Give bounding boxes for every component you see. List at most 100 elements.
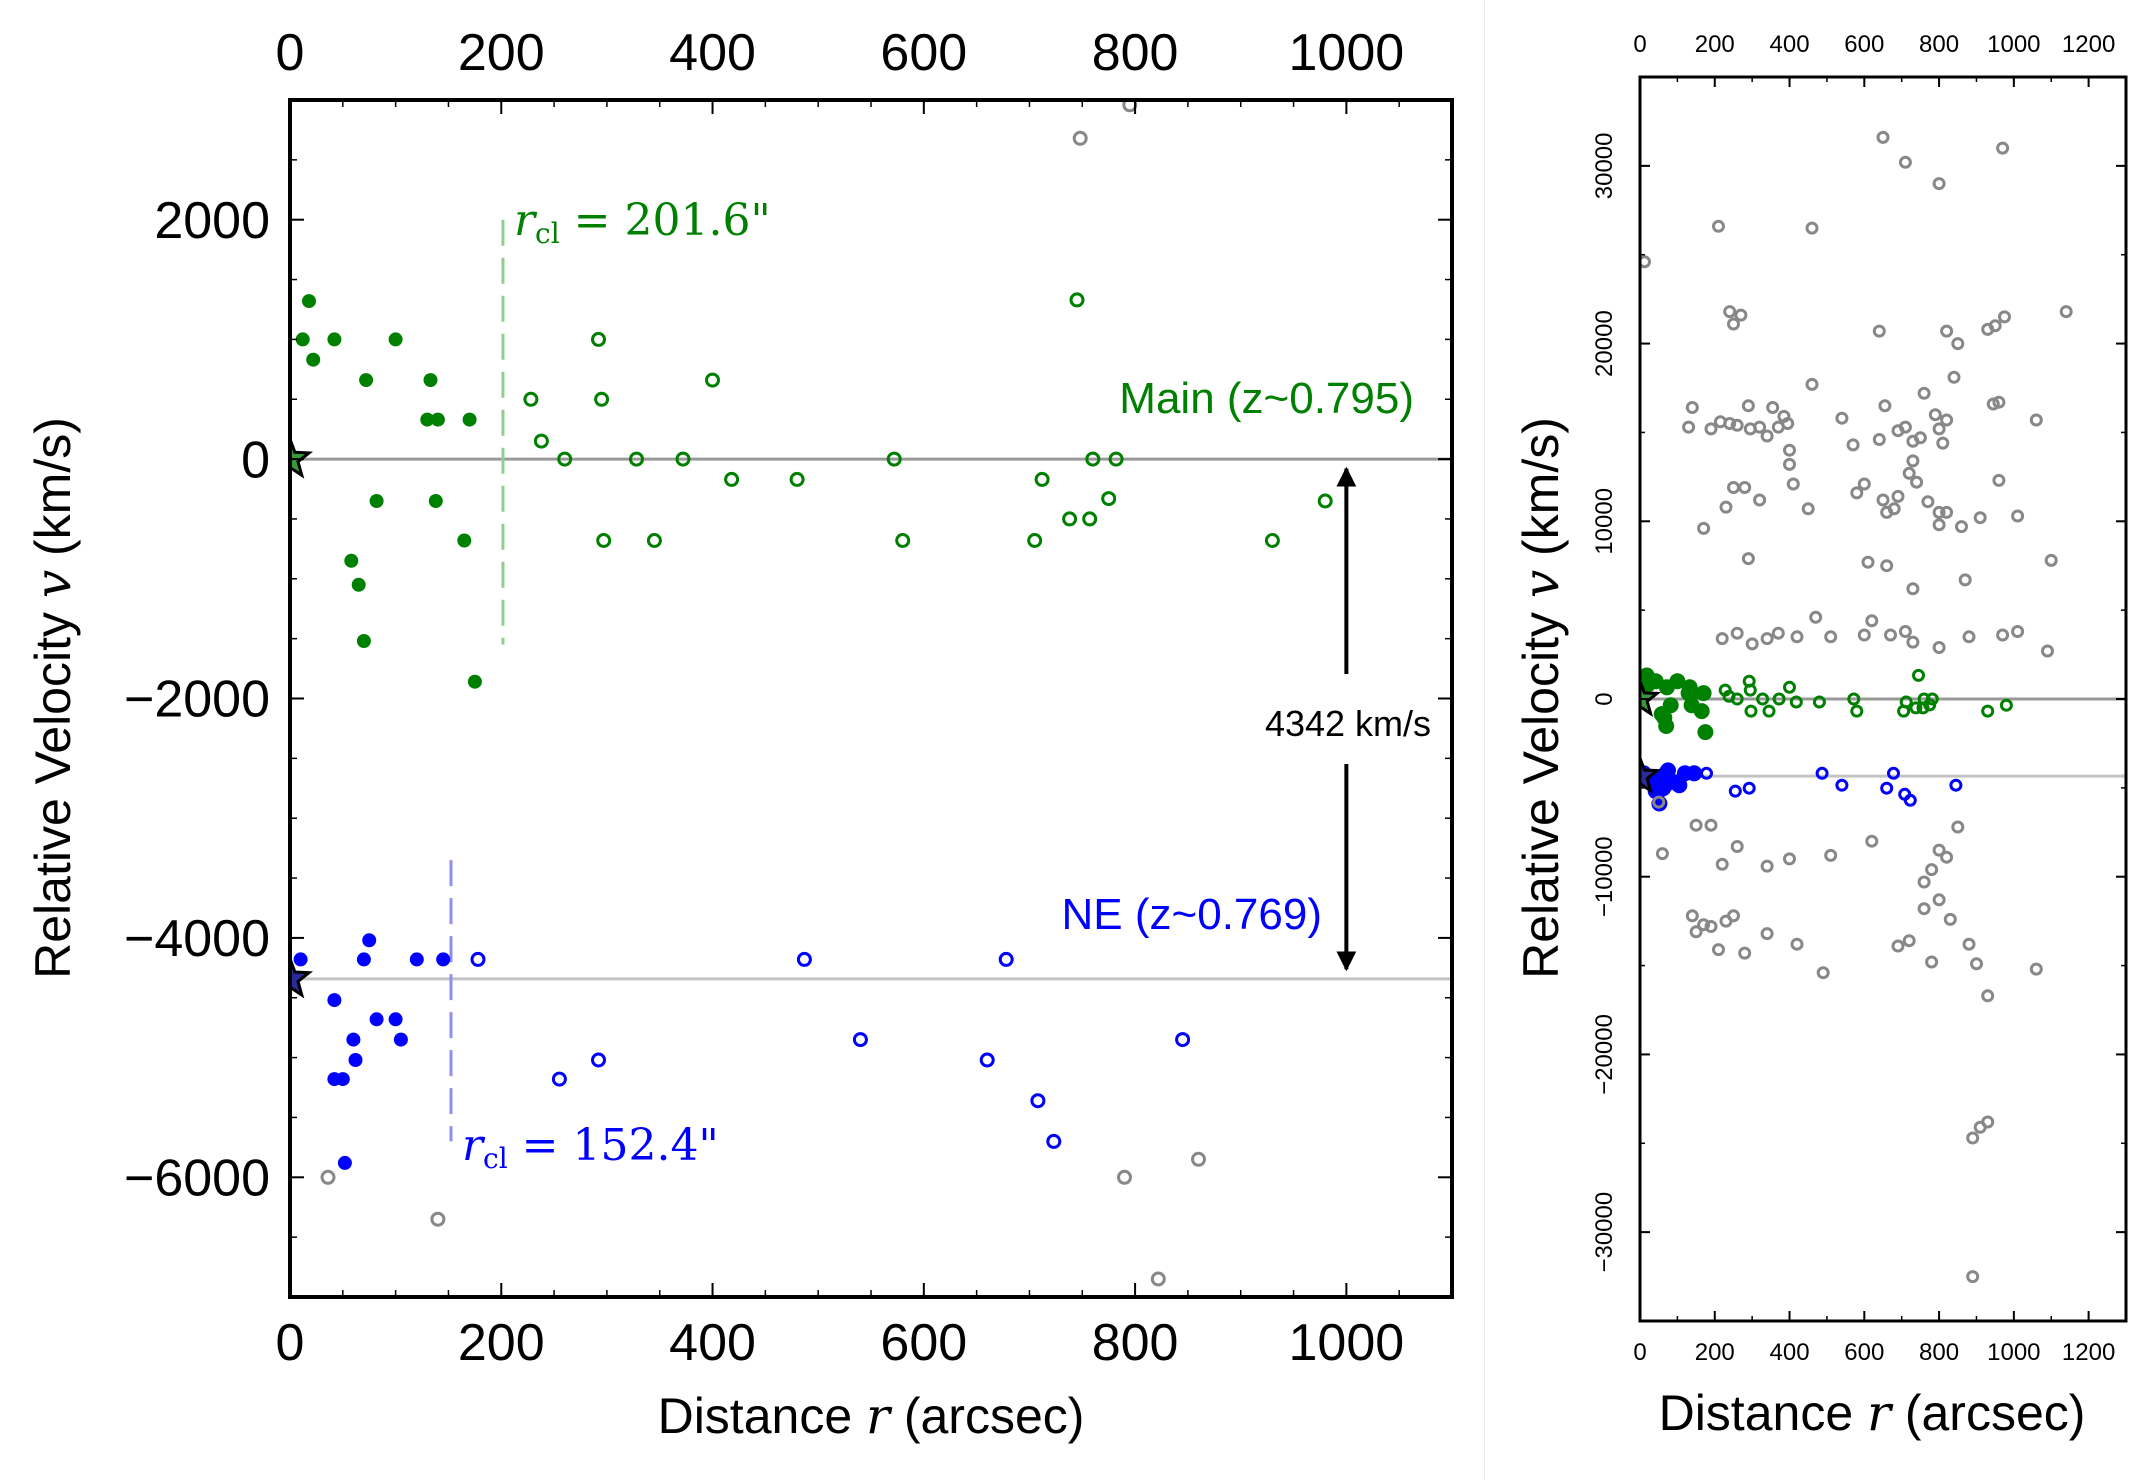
inset-point-s4-138 <box>1966 1270 1980 1284</box>
inset-point-s4-52 <box>1697 521 1711 535</box>
inset-point-s4-59 <box>1850 486 1864 500</box>
inset-point-s4-47 <box>1913 431 1927 445</box>
main-series-0 <box>295 294 482 689</box>
inset-point-s4-100 <box>1655 847 1669 861</box>
inset-point-s4-122 <box>1712 943 1725 957</box>
inset-point-s4-61 <box>1876 493 1890 507</box>
inset-point-s4-90 <box>1865 614 1879 628</box>
inset-point-s4-53 <box>1719 500 1733 514</box>
inset-point-s4-91 <box>1884 628 1897 642</box>
inset-xtick-label-top: 0 <box>1633 31 1646 58</box>
inset-point-s1-8 <box>1772 692 1786 706</box>
inset-point-s0-13 <box>1684 685 1701 702</box>
ne-rcl-annotation: rcl = 152.4" <box>462 1120 719 1175</box>
inset-point-s4-7 <box>1723 305 1737 319</box>
main-point-s1-13 <box>895 533 911 548</box>
inset-xtick-label-bottom: 200 <box>1695 1339 1735 1366</box>
inset-point-s4-18 <box>1682 420 1696 434</box>
main-point-s0-9 <box>388 332 403 347</box>
inset-point-s4-10 <box>1872 324 1886 338</box>
main-point-s2-3 <box>335 1072 350 1087</box>
inset-point-s4-98 <box>2041 644 2054 658</box>
inset-point-s4-67 <box>1921 495 1935 509</box>
inset-point-s4-120 <box>1697 918 1711 932</box>
inset-point-s4-14 <box>1988 319 2002 333</box>
inset-point-s0-6 <box>1658 718 1675 734</box>
main-point-s4-3 <box>1117 1169 1132 1185</box>
inset-point-s4-121 <box>1704 920 1718 933</box>
inset-point-s1-16 <box>1909 701 1923 715</box>
inset-point-s4-110 <box>1925 863 1939 877</box>
inset-point-s4-15 <box>1998 310 2011 324</box>
inset-point-s4-116 <box>1943 912 1957 926</box>
inset-point-s4-75 <box>2044 553 2058 567</box>
inset-point-s4-0 <box>1640 255 1651 269</box>
inset-point-s1-5 <box>1744 704 1758 718</box>
main-series-3 <box>470 951 1191 1149</box>
inset-y-axis-title: Relative Velocity v (km/s) <box>1512 417 1570 979</box>
inset-point-s4-25 <box>1753 420 1767 434</box>
main-point-s1-19 <box>1085 451 1101 467</box>
main-point-s4-1 <box>430 1211 446 1227</box>
inset-xtick-label-bottom: 800 <box>1919 1339 1959 1366</box>
main-point-s1-17 <box>1069 292 1085 308</box>
inset-point-s0-16 <box>1697 724 1714 741</box>
main-ytick-labels: −6000 −4000 −2000 0 2000 <box>124 192 270 1208</box>
inset-point-s4-72 <box>1973 511 1987 525</box>
main-point-s3-4 <box>852 1032 868 1048</box>
inset-point-s4-3 <box>1876 130 1890 144</box>
main-xtick-label-bottom: 800 <box>1092 1314 1179 1372</box>
inset-point-s4-76 <box>1741 552 1755 566</box>
inset-plot-frame <box>1638 75 2128 1323</box>
inset-point-s3-2 <box>1742 781 1756 795</box>
inset-point-s4-45 <box>2029 413 2043 427</box>
panel-separator <box>1484 0 1485 1480</box>
main-series-1 <box>523 292 1333 548</box>
inset-point-s4-109 <box>1917 875 1931 889</box>
inset-point-s4-80 <box>1906 582 1920 596</box>
main-bcg-star <box>290 434 314 479</box>
inset-point-s3-8 <box>1903 793 1917 807</box>
inset-point-s4-93 <box>1906 635 1920 649</box>
main-point-s2-7 <box>356 952 371 967</box>
main-point-s0-8 <box>369 494 384 508</box>
inset-xtick-label-top: 1200 <box>2062 31 2115 58</box>
inset-point-s4-12 <box>1951 337 1965 351</box>
inset-point-s1-9 <box>1783 680 1796 694</box>
inset-point-s4-108 <box>1865 834 1879 848</box>
main-bottom-xtick-labels: 0 200 400 600 800 1000 <box>276 1314 1405 1372</box>
inset-point-s4-31 <box>1835 411 1849 425</box>
main-point-s1-18 <box>1082 511 1098 527</box>
main-point-s3-3 <box>796 951 812 967</box>
main-point-s2-8 <box>362 933 377 948</box>
main-xtick-label-bottom: 1000 <box>1289 1314 1405 1372</box>
inset-point-s1-21 <box>1925 692 1939 706</box>
inset-point-s4-104 <box>1730 840 1744 853</box>
main-point-s4-5 <box>1150 1271 1166 1287</box>
inset-ytick-label: 20000 <box>1591 310 1618 377</box>
inset-xtick-label-bottom: 400 <box>1770 1339 1810 1366</box>
inset-point-s4-39 <box>1928 408 1942 422</box>
main-point-s2-11 <box>393 1032 408 1047</box>
inset-xtick-label-top: 200 <box>1695 31 1735 58</box>
inset-point-s4-137 <box>1981 1115 1995 1129</box>
inset-point-s4-49 <box>1783 443 1796 457</box>
inset-point-s4-21 <box>1723 417 1737 430</box>
main-point-s1-5 <box>596 533 612 548</box>
inset-point-s4-125 <box>1738 946 1752 960</box>
main-series-2 <box>293 933 451 1170</box>
main-point-s2-9 <box>369 1012 384 1027</box>
main-ytick-label: −4000 <box>124 910 270 968</box>
main-point-s1-2 <box>557 451 573 467</box>
main-point-s3-9 <box>1175 1032 1191 1048</box>
main-point-s2-5 <box>346 1032 361 1047</box>
inset-point-s1-13 <box>1850 704 1864 718</box>
main-point-s1-16 <box>1062 511 1078 527</box>
main-point-s1-4 <box>594 391 610 407</box>
inset-point-s4-16 <box>2059 305 2073 319</box>
main-point-s2-4 <box>337 1155 352 1170</box>
main-xtick-label-bottom: 200 <box>458 1314 545 1372</box>
inset-point-s4-58 <box>1801 502 1815 516</box>
main-point-s0-10 <box>420 412 435 427</box>
main-point-s3-1 <box>551 1071 567 1087</box>
